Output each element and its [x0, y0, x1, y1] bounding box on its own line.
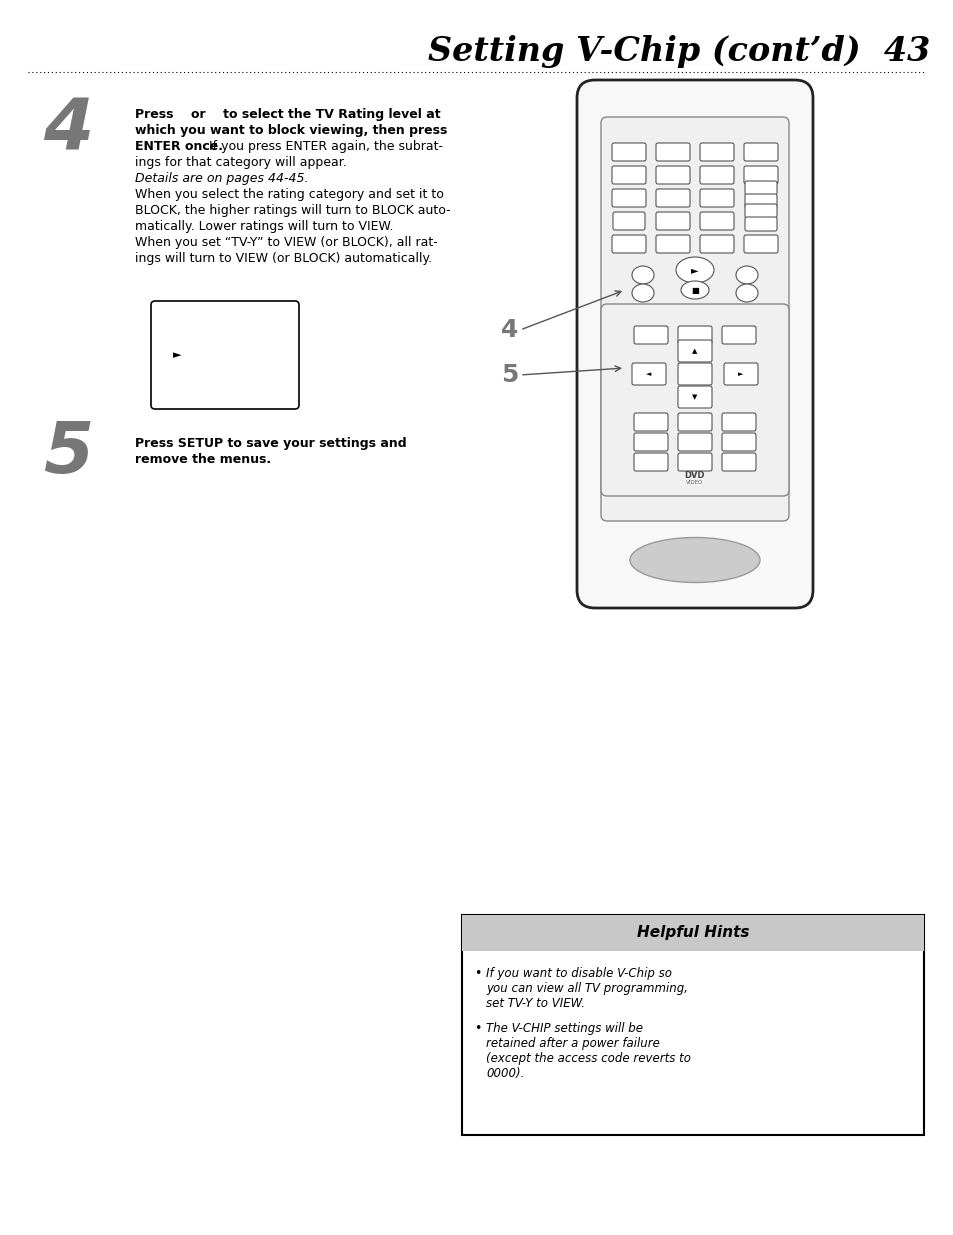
FancyBboxPatch shape	[744, 204, 776, 219]
Text: ENTER once.: ENTER once.	[135, 140, 223, 153]
FancyBboxPatch shape	[678, 340, 711, 362]
FancyBboxPatch shape	[656, 165, 689, 184]
Text: retained after a power failure: retained after a power failure	[485, 1037, 659, 1050]
Text: 5: 5	[500, 363, 518, 387]
Text: DVD: DVD	[684, 471, 704, 479]
Text: ▲: ▲	[692, 348, 697, 354]
Text: ◄: ◄	[645, 370, 651, 377]
FancyBboxPatch shape	[721, 453, 755, 471]
Text: Setting V-Chip (cont’d)  43: Setting V-Chip (cont’d) 43	[427, 36, 929, 68]
Text: you can view all TV programming,: you can view all TV programming,	[485, 982, 687, 995]
FancyBboxPatch shape	[600, 304, 788, 496]
FancyBboxPatch shape	[723, 363, 758, 385]
FancyBboxPatch shape	[656, 212, 689, 230]
Ellipse shape	[629, 537, 760, 583]
Text: When you set “TV-Y” to VIEW (or BLOCK), all rat-: When you set “TV-Y” to VIEW (or BLOCK), …	[135, 236, 437, 249]
Text: •: •	[474, 967, 481, 981]
FancyBboxPatch shape	[678, 433, 711, 451]
FancyBboxPatch shape	[634, 453, 667, 471]
FancyBboxPatch shape	[744, 182, 776, 195]
Text: VIDEO: VIDEO	[685, 480, 703, 485]
Text: remove the menus.: remove the menus.	[135, 453, 271, 466]
Text: BLOCK, the higher ratings will turn to BLOCK auto-: BLOCK, the higher ratings will turn to B…	[135, 204, 450, 217]
FancyBboxPatch shape	[744, 194, 776, 207]
Text: ings for that category will appear.: ings for that category will appear.	[135, 156, 346, 169]
Ellipse shape	[676, 257, 713, 283]
FancyBboxPatch shape	[700, 212, 733, 230]
FancyBboxPatch shape	[678, 387, 711, 408]
FancyBboxPatch shape	[678, 326, 711, 345]
Text: Details are on pages 44-45.: Details are on pages 44-45.	[135, 172, 308, 185]
FancyBboxPatch shape	[743, 143, 778, 161]
FancyBboxPatch shape	[744, 217, 776, 231]
Text: ■: ■	[690, 285, 699, 294]
Text: (except the access code reverts to: (except the access code reverts to	[485, 1052, 690, 1065]
Text: 4: 4	[43, 95, 93, 164]
Text: which you want to block viewing, then press: which you want to block viewing, then pr…	[135, 124, 447, 137]
Text: Press    or    to select the TV Rating level at: Press or to select the TV Rating level a…	[135, 107, 440, 121]
FancyBboxPatch shape	[631, 363, 665, 385]
Bar	[461, 915, 923, 1135]
Bar	[461, 915, 923, 951]
FancyBboxPatch shape	[612, 235, 645, 253]
FancyBboxPatch shape	[700, 189, 733, 207]
Ellipse shape	[631, 284, 654, 303]
FancyBboxPatch shape	[612, 143, 645, 161]
Text: If you press ENTER again, the subrat-: If you press ENTER again, the subrat-	[205, 140, 442, 153]
FancyBboxPatch shape	[612, 165, 645, 184]
Text: set TV-Y to VIEW.: set TV-Y to VIEW.	[485, 997, 584, 1010]
FancyBboxPatch shape	[743, 235, 778, 253]
FancyBboxPatch shape	[634, 433, 667, 451]
Text: ings will turn to VIEW (or BLOCK) automatically.: ings will turn to VIEW (or BLOCK) automa…	[135, 252, 432, 266]
Text: •: •	[474, 1023, 481, 1035]
Text: The V-CHIP settings will be: The V-CHIP settings will be	[485, 1023, 642, 1035]
Text: ▼: ▼	[692, 394, 697, 400]
Ellipse shape	[735, 266, 758, 284]
FancyBboxPatch shape	[721, 433, 755, 451]
FancyBboxPatch shape	[656, 143, 689, 161]
FancyBboxPatch shape	[600, 117, 788, 521]
FancyBboxPatch shape	[612, 189, 645, 207]
FancyBboxPatch shape	[656, 189, 689, 207]
FancyBboxPatch shape	[721, 412, 755, 431]
Text: When you select the rating category and set it to: When you select the rating category and …	[135, 188, 443, 201]
FancyBboxPatch shape	[151, 301, 298, 409]
Text: ►: ►	[172, 350, 181, 359]
FancyBboxPatch shape	[577, 80, 812, 608]
FancyBboxPatch shape	[613, 212, 644, 230]
Ellipse shape	[631, 266, 654, 284]
Text: 0000).: 0000).	[485, 1067, 524, 1079]
FancyBboxPatch shape	[634, 326, 667, 345]
Text: Helpful Hints: Helpful Hints	[636, 925, 748, 941]
FancyBboxPatch shape	[700, 165, 733, 184]
Text: ►: ►	[691, 266, 698, 275]
Text: If you want to disable V-Chip so: If you want to disable V-Chip so	[485, 967, 671, 981]
Ellipse shape	[680, 282, 708, 299]
FancyBboxPatch shape	[656, 235, 689, 253]
Text: Press SETUP to save your settings and: Press SETUP to save your settings and	[135, 437, 406, 450]
FancyBboxPatch shape	[678, 363, 711, 385]
Text: 5: 5	[43, 419, 93, 488]
FancyBboxPatch shape	[678, 412, 711, 431]
Text: matically. Lower ratings will turn to VIEW.: matically. Lower ratings will turn to VI…	[135, 220, 393, 233]
Ellipse shape	[735, 284, 758, 303]
FancyBboxPatch shape	[743, 165, 778, 184]
FancyBboxPatch shape	[634, 412, 667, 431]
FancyBboxPatch shape	[700, 143, 733, 161]
FancyBboxPatch shape	[700, 235, 733, 253]
FancyBboxPatch shape	[678, 453, 711, 471]
Text: ►: ►	[738, 370, 743, 377]
Text: 4: 4	[500, 317, 518, 342]
FancyBboxPatch shape	[721, 326, 755, 345]
